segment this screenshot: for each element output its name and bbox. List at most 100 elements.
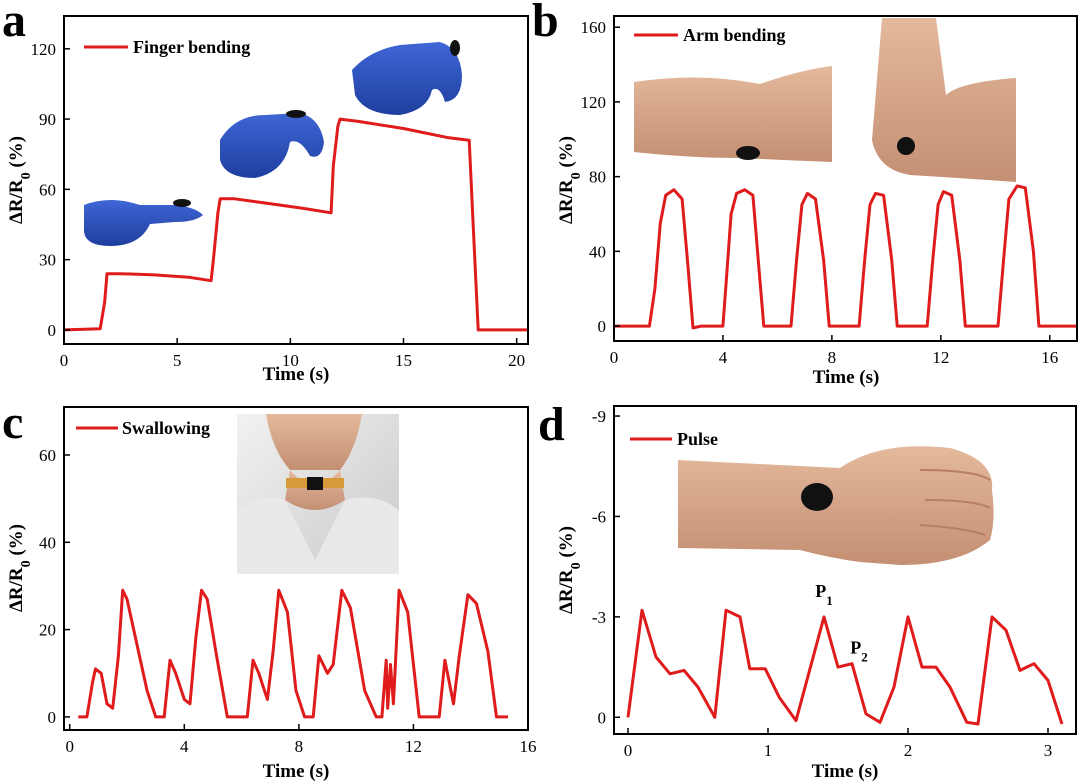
x-tick-label-a-4: 20 — [508, 351, 525, 370]
series-line-b-0 — [614, 184, 1077, 330]
axes-frame-d — [613, 405, 1077, 735]
x-tick-label-b-2: 8 — [828, 348, 837, 367]
x-tick-label-d-3: 3 — [1044, 741, 1053, 760]
y-ticks-a: 0 30 60 90 120 — [31, 40, 70, 340]
y-axis-title-a: ΔR/R0 (%) — [6, 136, 34, 224]
y-tick-label-d-3: -9 — [592, 407, 606, 426]
y-tick-label-a-3: 90 — [39, 110, 56, 129]
y-tick-label-c-3: 60 — [39, 446, 56, 465]
series-line-c-0 — [78, 588, 508, 719]
x-tick-label-a-0: 0 — [60, 351, 69, 370]
finger-photo-1 — [78, 190, 206, 250]
x-tick-label-c-0: 0 — [65, 737, 74, 756]
plot-area-b — [614, 184, 1077, 330]
x-tick-label-b-1: 4 — [719, 348, 728, 367]
x-tick-label-b-0: 0 — [610, 348, 619, 367]
peak-label-d-0: P1 — [815, 581, 833, 608]
y-tick-label-c-0: 0 — [48, 708, 57, 727]
y-tick-label-b-3: 120 — [581, 93, 607, 112]
y-axis-title-a-unit: (%) — [6, 136, 27, 172]
y-axis-title-c-unit: (%) — [6, 524, 27, 560]
y-ticks-d: 0 -3 -6 -9 — [592, 407, 620, 727]
axes-frame-a — [63, 15, 529, 345]
axes-frame-b — [613, 15, 1078, 342]
x-tick-label-c-1: 4 — [180, 737, 189, 756]
legend-label-b: Arm bending — [683, 25, 786, 45]
x-ticks-b: 0 4 8 12 16 — [610, 335, 1058, 367]
y-axis-title-b-unit: (%) — [556, 136, 577, 172]
plot-area-d — [626, 608, 1064, 726]
legend-a: Finger bending — [84, 37, 250, 57]
y-tick-label-a-2: 60 — [39, 180, 56, 199]
y-axis-title-b-main: ΔR/R — [556, 179, 577, 224]
annotations-d: P1 P2 — [815, 581, 868, 664]
x-tick-label-a-1: 5 — [173, 351, 182, 370]
legend-d: Pulse — [630, 429, 718, 449]
y-tick-label-a-0: 0 — [48, 321, 57, 340]
y-tick-label-b-0: 0 — [598, 317, 607, 336]
y-axis-title-c: ΔR/R0 (%) — [6, 524, 34, 612]
y-tick-label-a-1: 30 — [39, 251, 56, 270]
y-axis-title-c-main: ΔR/R — [6, 567, 27, 612]
y-axis-title-b-sub: 0 — [569, 172, 584, 179]
panel-letter-a: a — [2, 0, 26, 47]
y-tick-label-b-1: 40 — [589, 242, 606, 261]
x-tick-label-c-2: 8 — [295, 737, 304, 756]
y-ticks-c: 0 20 40 60 — [39, 446, 70, 727]
y-axis-title-b: ΔR/R0 (%) — [556, 136, 584, 224]
series-line-d-0 — [626, 608, 1064, 726]
x-tick-label-d-1: 1 — [764, 741, 773, 760]
x-axis-title-a: Time (s) — [263, 364, 330, 385]
plot-area-a — [63, 117, 528, 332]
x-tick-label-d-0: 0 — [624, 741, 633, 760]
x-ticks-d: 0 1 2 3 — [624, 728, 1053, 760]
y-axis-title-d: ΔR/R0 (%) — [556, 526, 584, 614]
finger-photo-2 — [218, 100, 328, 182]
x-tick-label-a-3: 15 — [395, 351, 412, 370]
y-axis-title-d-unit: (%) — [556, 526, 577, 562]
plot-area-c — [78, 588, 508, 719]
x-axis-title-c: Time (s) — [263, 761, 330, 781]
y-tick-label-d-1: -3 — [592, 608, 606, 627]
y-axis-title-c-sub: 0 — [19, 560, 34, 567]
y-axis-title-a-main: ΔR/R — [6, 179, 27, 224]
panel-b: b 0 40 80 120 160 0 4 8 12 16 Arm bending Time (… — [532, 0, 1078, 388]
y-tick-label-b-2: 80 — [589, 168, 606, 187]
legend-label-c: Swallowing — [122, 418, 210, 438]
x-tick-label-b-3: 12 — [932, 348, 949, 367]
x-tick-label-c-3: 12 — [405, 737, 422, 756]
axes-frame-c — [63, 406, 529, 731]
neck-photo — [237, 414, 399, 574]
x-tick-label-a-2: 10 — [282, 351, 299, 370]
panel-a: a 0 30 60 90 120 0 5 10 15 20 Finger bending Tim… — [2, 0, 529, 385]
x-axis-title-b: Time (s) — [813, 367, 880, 388]
y-tick-label-a-4: 120 — [31, 40, 57, 59]
panel-c: c 0 20 40 60 0 4 8 12 16 Swallowing Time (s) ΔR… — [2, 396, 537, 781]
y-axis-title-a-sub: 0 — [19, 172, 34, 179]
panel-letter-d: d — [538, 398, 565, 451]
y-axis-title-d-sub: 0 — [569, 562, 584, 569]
legend-b: Arm bending — [634, 25, 786, 45]
y-axis-title-d-main: ΔR/R — [556, 569, 577, 614]
y-tick-label-d-0: 0 — [598, 708, 607, 727]
x-tick-label-d-2: 2 — [904, 741, 913, 760]
wrist-photo — [678, 446, 994, 565]
arm-photo-bent — [872, 18, 1016, 182]
legend-label-a: Finger bending — [133, 37, 250, 57]
arm-photo-straight — [634, 66, 832, 162]
series-line-a-0 — [63, 117, 528, 332]
panel-letter-b: b — [532, 0, 559, 47]
x-tick-label-c-4: 16 — [520, 737, 537, 756]
legend-c: Swallowing — [76, 418, 210, 438]
finger-photo-3 — [350, 38, 468, 124]
peak-label-d-1: P2 — [850, 638, 868, 665]
x-axis-title-d: Time (s) — [812, 761, 879, 781]
y-tick-label-b-4: 160 — [581, 18, 607, 37]
y-tick-label-d-2: -6 — [592, 507, 606, 526]
y-tick-label-c-1: 20 — [39, 621, 56, 640]
panel-letter-c: c — [2, 396, 23, 449]
x-ticks-a: 0 5 10 15 20 — [60, 338, 525, 370]
y-tick-label-c-2: 40 — [39, 533, 56, 552]
